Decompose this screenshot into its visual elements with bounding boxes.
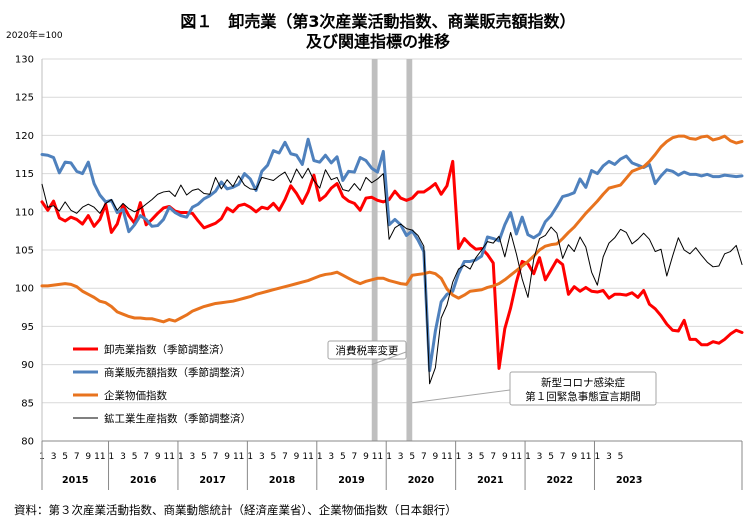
x-tick-label-month: 5 xyxy=(271,452,277,462)
y-tick-label: 110 xyxy=(15,207,34,218)
x-tick-label-month: 5 xyxy=(618,452,624,462)
x-tick-label-month: 7 xyxy=(490,452,496,462)
x-year-label: 2017 xyxy=(199,475,225,486)
annotation-box-tax xyxy=(327,340,407,360)
x-tick-label-month: 1 xyxy=(247,452,253,462)
x-year-label: 2020 xyxy=(408,475,435,486)
x-tick-label-month: 7 xyxy=(352,452,358,462)
x-tick-label-month: 11 xyxy=(302,452,313,462)
y-tick-label: 130 xyxy=(15,55,34,66)
legend-label: 鉱工業生産指数（季節調整済） xyxy=(104,412,251,425)
series-line-3 xyxy=(40,134,744,324)
x-tick-label-month: 3 xyxy=(259,452,265,462)
x-tick-label-month: 1 xyxy=(317,452,323,462)
x-tick-label-month: 7 xyxy=(560,452,566,462)
series-line-1 xyxy=(40,159,744,370)
x-tick-label-month: 3 xyxy=(190,452,196,462)
x-tick-label-month: 3 xyxy=(537,452,543,462)
x-tick-label-month: 3 xyxy=(120,452,126,462)
x-tick-label-month: 11 xyxy=(94,452,105,462)
x-tick-label-month: 9 xyxy=(571,452,577,462)
y-tick-label: 125 xyxy=(15,93,34,104)
annotation-box-covid xyxy=(509,371,657,406)
x-tick-label-month: 9 xyxy=(294,452,300,462)
x-tick-label-month: 9 xyxy=(224,452,230,462)
series-line-4 xyxy=(41,167,743,385)
x-tick-label-month: 11 xyxy=(372,452,383,462)
legend-label: 卸売業指数（季節調整済） xyxy=(104,343,230,356)
shaded-period-2 xyxy=(406,59,413,441)
y-tick-label: 95 xyxy=(21,322,34,333)
y-tick-label: 115 xyxy=(15,169,34,180)
x-tick-label-month: 1 xyxy=(178,452,184,462)
x-tick-label-month: 9 xyxy=(155,452,161,462)
x-year-label: 2015 xyxy=(62,475,88,486)
annotation-leader-covid xyxy=(412,389,511,404)
x-tick-label-month: 1 xyxy=(109,452,115,462)
chart-title-line2: 及び関連指標の推移 xyxy=(305,32,450,51)
annotation-label-tax: 消費税率変更 xyxy=(336,344,399,357)
x-year-label: 2022 xyxy=(547,475,573,486)
x-tick-label-month: 3 xyxy=(328,452,334,462)
annotation-label-covid-1: 新型コロナ感染症 xyxy=(541,376,625,389)
x-tick-label-month: 1 xyxy=(456,452,462,462)
x-tick-label-month: 1 xyxy=(595,452,601,462)
x-tick-label-month: 11 xyxy=(511,452,522,462)
x-tick-label-month: 11 xyxy=(233,452,244,462)
source-note: 資料：第３次産業活動指数、商業動態統計（経済産業省）、企業物価指数（日本銀行） xyxy=(14,503,457,517)
x-tick-label-month: 3 xyxy=(606,452,612,462)
x-tick-label-month: 7 xyxy=(143,452,149,462)
x-tick-label-month: 11 xyxy=(164,452,175,462)
x-tick-label-month: 1 xyxy=(525,452,531,462)
legend-label: 商業販売額指数（季節調整済） xyxy=(104,366,251,379)
x-tick-label-month: 9 xyxy=(85,452,91,462)
x-year-label: 2018 xyxy=(269,475,296,486)
x-tick-label-month: 7 xyxy=(282,452,288,462)
x-tick-label-month: 5 xyxy=(132,452,138,462)
x-tick-label-month: 9 xyxy=(363,452,369,462)
x-tick-label-month: 5 xyxy=(340,452,346,462)
x-tick-label-month: 11 xyxy=(580,452,591,462)
annotation-label-covid-2: 第１回緊急事態宣言期間 xyxy=(525,390,641,403)
shaded-period-1 xyxy=(371,59,378,441)
x-tick-label-month: 9 xyxy=(433,452,439,462)
y-tick-label: 90 xyxy=(21,360,34,371)
x-tick-label-month: 7 xyxy=(421,452,427,462)
annotation-leader-tax xyxy=(371,351,407,366)
x-tick-label-month: 5 xyxy=(409,452,415,462)
x-year-label: 2021 xyxy=(477,475,503,486)
chart-title-line1: 図１ 卸売業（第3次産業活動指数、商業販売額指数） xyxy=(180,12,576,31)
x-year-label: 2019 xyxy=(338,475,364,486)
y-axis-unit-label: 2020年=100 xyxy=(6,31,63,41)
x-year-label: 2016 xyxy=(130,475,157,486)
y-tick-label: 105 xyxy=(15,246,34,257)
x-tick-label-month: 3 xyxy=(398,452,404,462)
x-tick-label-month: 3 xyxy=(467,452,473,462)
x-tick-label-month: 7 xyxy=(74,452,80,462)
x-tick-label-month: 5 xyxy=(201,452,207,462)
y-tick-label: 80 xyxy=(21,437,34,448)
series-line-2 xyxy=(40,137,744,373)
x-tick-label-month: 5 xyxy=(62,452,68,462)
x-tick-label-month: 7 xyxy=(213,452,219,462)
y-tick-label: 85 xyxy=(21,398,34,409)
x-tick-label-month: 11 xyxy=(441,452,452,462)
x-tick-label-month: 9 xyxy=(502,452,508,462)
x-tick-label-month: 1 xyxy=(386,452,392,462)
y-tick-label: 120 xyxy=(15,131,34,142)
x-year-label: 2023 xyxy=(616,475,642,486)
x-tick-label-month: 3 xyxy=(51,452,57,462)
y-tick-label: 100 xyxy=(15,284,34,295)
x-tick-label-month: 5 xyxy=(548,452,554,462)
x-tick-label-month: 5 xyxy=(479,452,485,462)
legend-label: 企業物価指数 xyxy=(104,389,167,402)
